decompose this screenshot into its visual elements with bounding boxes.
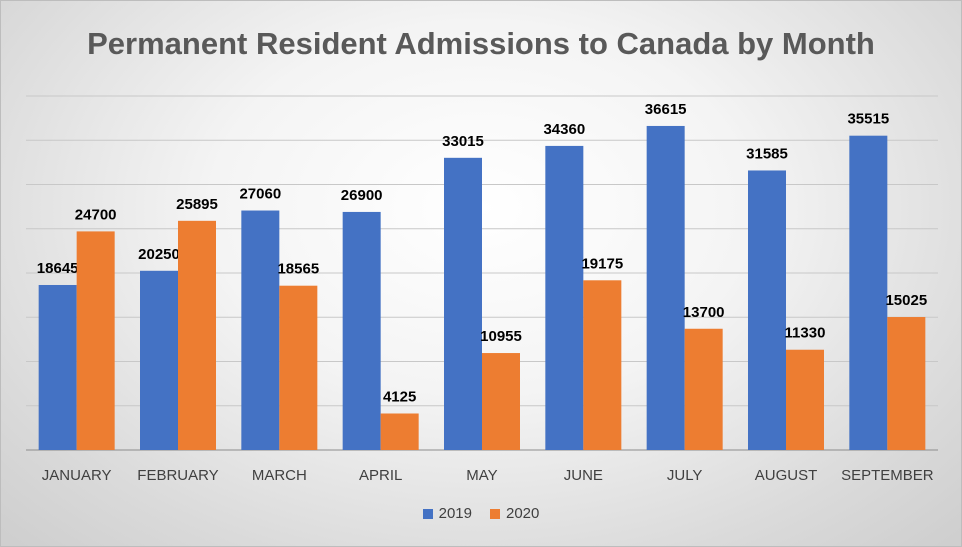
bar-2019-january (38, 284, 77, 450)
bar-2019-february (140, 270, 178, 450)
data-label: 15025 (885, 292, 927, 309)
x-tick-label: AUGUST (755, 467, 818, 484)
bar-2019-march (241, 210, 280, 450)
bar-2020-january (76, 231, 115, 450)
data-label: 35515 (847, 111, 889, 128)
legend-label: 2019 (438, 505, 472, 522)
bar-2019-july (646, 125, 685, 451)
x-tick-label: JULY (667, 467, 703, 484)
data-label: 10955 (480, 328, 522, 345)
bar-2019-june (545, 145, 584, 450)
x-tick-label: JANUARY (42, 467, 112, 484)
data-label: 36615 (645, 101, 687, 118)
bar-2019-may (444, 157, 482, 450)
bar-2019-april (342, 211, 381, 450)
bar-2020-september (887, 317, 926, 450)
x-tick-label: MARCH (252, 467, 307, 484)
data-label: 34360 (543, 121, 585, 138)
bar-2020-march (279, 285, 318, 450)
legend-item-2020: 2020 (490, 505, 539, 522)
legend-swatch (490, 508, 500, 519)
data-label: 24700 (75, 206, 117, 223)
legend-label: 2020 (506, 505, 540, 522)
data-label: 20250 (138, 246, 180, 263)
bar-2020-february (178, 220, 216, 450)
x-tick-label: APRIL (359, 467, 402, 484)
data-label: 18645 (37, 260, 79, 277)
bar-2020-august (786, 349, 824, 450)
bar-2020-april (380, 413, 419, 450)
legend-swatch (422, 508, 433, 519)
bar-2020-may (482, 353, 520, 450)
data-label: 11330 (785, 325, 826, 342)
data-label: 27060 (239, 186, 281, 203)
data-label: 26900 (341, 187, 383, 204)
chart-title: Permanent Resident Admissions to Canada … (87, 26, 875, 61)
data-label: 25895 (176, 196, 218, 213)
data-label: 13700 (683, 304, 725, 321)
bar-2019-september (849, 135, 888, 450)
bar-2019-august (748, 170, 786, 450)
bar-2020-june (583, 280, 622, 450)
chart-legend: 2019 2020 (1, 505, 961, 522)
x-tick-label: SEPTEMBER (841, 467, 934, 484)
data-label: 4125 (383, 388, 416, 405)
x-tick-label: FEBRUARY (137, 467, 218, 484)
x-tick-label: JUNE (564, 467, 603, 484)
legend-item-2019: 2019 (422, 505, 472, 522)
bar-2020-july (684, 328, 723, 450)
x-tick-label: MAY (466, 467, 497, 484)
data-label: 33015 (442, 133, 484, 150)
data-label: 19175 (581, 255, 623, 272)
data-label: 18565 (277, 261, 319, 278)
data-label: 31585 (746, 145, 788, 162)
